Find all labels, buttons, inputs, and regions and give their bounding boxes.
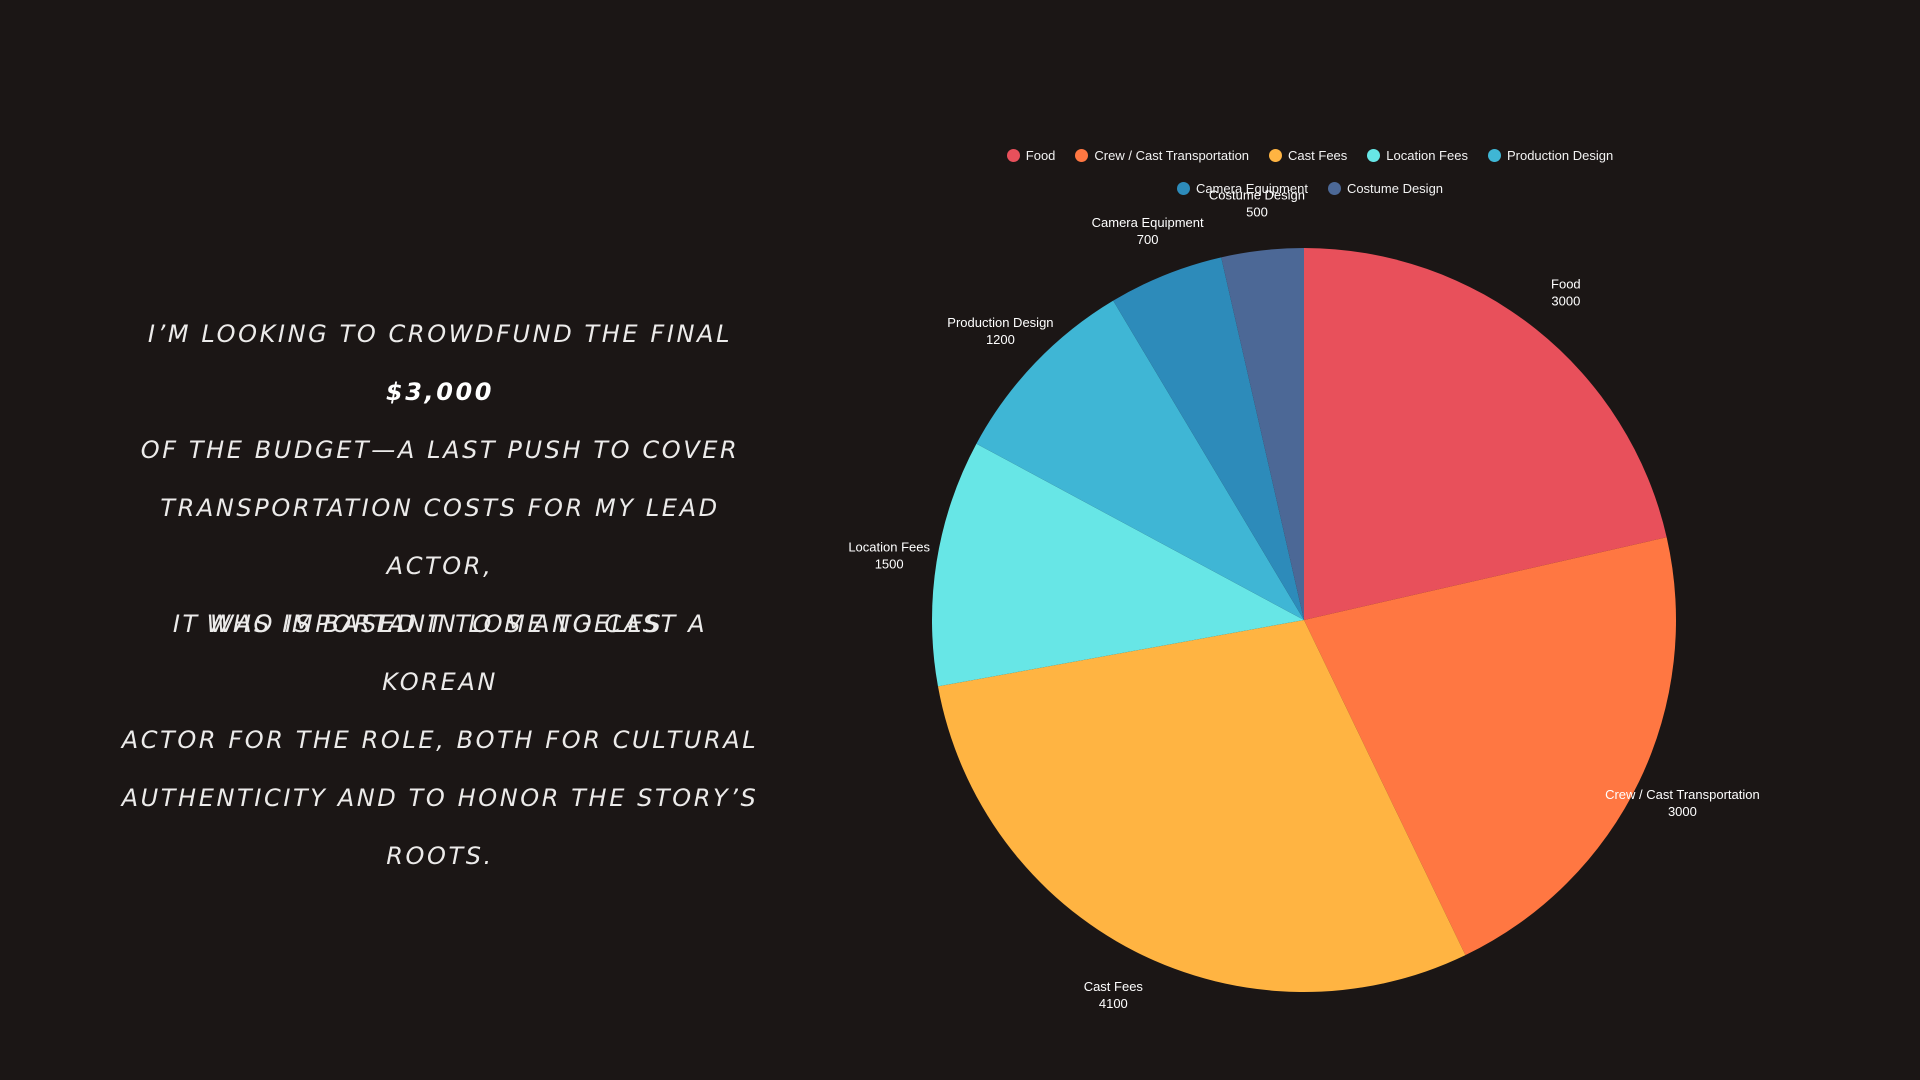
casting-line-2: actor for the role, both for cultural [121, 726, 759, 754]
slice-label-cast-fees: Cast Fees 4100 [1084, 979, 1144, 1011]
slice-label-value: 3000 [1668, 804, 1697, 819]
legend-item-food[interactable]: Food [1006, 147, 1056, 163]
pie-slice-crew-cast-transportation[interactable] [1304, 537, 1676, 956]
slice-label-location-fees: Location Fees 1500 [848, 539, 930, 571]
slice-label-value: 3000 [1551, 294, 1580, 309]
legend-label-location-fees: Location Fees [1386, 147, 1468, 163]
slice-label-name: Food [1551, 277, 1581, 292]
slice-label-crew-cast-transportation: Crew / Cast Transportation 3000 [1605, 787, 1760, 819]
slice-label-name: Costume Design [1209, 188, 1305, 203]
legend-swatch-food [1006, 148, 1020, 162]
slice-label-value: 700 [1137, 232, 1159, 247]
legend-item-cast-fees[interactable]: Cast Fees [1269, 148, 1347, 163]
legend-item-location-fees[interactable]: Location Fees [1367, 148, 1468, 163]
intro-line-3: transportation costs for my lead actor, [160, 494, 720, 580]
legend-swatch-location-fees [1367, 148, 1381, 162]
legend-swatch-crew-cast-transportation [1075, 148, 1089, 162]
legend-label-production-design: Production Design [1506, 147, 1614, 163]
slice-label-costume-design: Costume Design 500 [1209, 188, 1305, 220]
legend-swatch-cast-fees [1269, 148, 1283, 162]
intro-paragraph: I’m looking to crowdfund the final $3,00… [110, 305, 770, 653]
legend-item-camera-equipment[interactable]: Camera Equipment [1176, 180, 1308, 196]
pie-slice-location-fees[interactable] [932, 443, 1304, 687]
intro-line-1-text: I’m looking to crowdfund the final [147, 320, 733, 348]
slice-label-name: Camera Equipment [1092, 215, 1204, 230]
casting-line-4: roots. [386, 842, 494, 870]
slice-label-value: 1200 [986, 332, 1015, 347]
legend-item-production-design[interactable]: Production Design [1487, 147, 1614, 163]
slice-label-camera-equipment: Camera Equipment 700 [1092, 215, 1204, 247]
pie-slice-camera-equipment[interactable] [1113, 257, 1304, 620]
pie-slice-cast-fees[interactable] [937, 620, 1466, 993]
slice-label-food: Food 3000 [1551, 277, 1581, 309]
legend-label-crew-cast-transportation: Crew / Cast Transportation [1094, 147, 1250, 163]
budget-amount: $3,000 [385, 378, 495, 406]
legend-label-food: Food [1025, 147, 1056, 163]
slice-label-name: Crew / Cast Transportation [1605, 787, 1760, 802]
casting-line-1: It was important to me to cast a Korean [172, 610, 708, 696]
slice-label-value: 500 [1246, 205, 1268, 220]
legend-item-costume-design[interactable]: Costume Design [1327, 180, 1444, 196]
legend-label-camera-equipment: Camera Equipment [1195, 180, 1308, 196]
intro-line-1: I’m looking to crowdfund the final $3,00… [110, 305, 770, 421]
slice-label-production-design: Production Design 1200 [947, 315, 1053, 347]
slice-label-value: 1500 [875, 556, 904, 571]
slice-label-name: Cast Fees [1084, 979, 1144, 994]
slice-label-name: Location Fees [848, 539, 930, 554]
legend-item-crew-cast-transportation[interactable]: Crew / Cast Transportation [1075, 148, 1249, 163]
legend-row: Food Crew / Cast Transportation Cast Fee… [960, 143, 1660, 167]
intro-line-4: who is based in Los Angeles. [206, 610, 674, 638]
casting-paragraph: It was important to me to cast a Korean … [110, 595, 770, 885]
pie-slice-costume-design[interactable] [1221, 248, 1304, 620]
legend-label-costume-design: Costume Design [1346, 180, 1444, 196]
slice-label-value: 4100 [1099, 996, 1128, 1011]
legend-swatch-camera-equipment [1176, 181, 1190, 195]
legend-label-cast-fees: Cast Fees [1288, 147, 1348, 163]
legend-row: Camera Equipment Costume Design [960, 176, 1660, 200]
casting-line-3: authenticity and to honor the story’s [121, 784, 759, 812]
pie-slice-production-design[interactable] [976, 300, 1304, 620]
chart-legend: Food Crew / Cast Transportation Cast Fee… [960, 143, 1660, 209]
intro-line-2: of the budget—a last push to cover [140, 436, 740, 464]
pie-slice-food[interactable] [1304, 248, 1667, 620]
slice-label-name: Production Design [947, 315, 1053, 330]
legend-swatch-costume-design [1327, 181, 1341, 195]
legend-swatch-production-design [1487, 148, 1501, 162]
